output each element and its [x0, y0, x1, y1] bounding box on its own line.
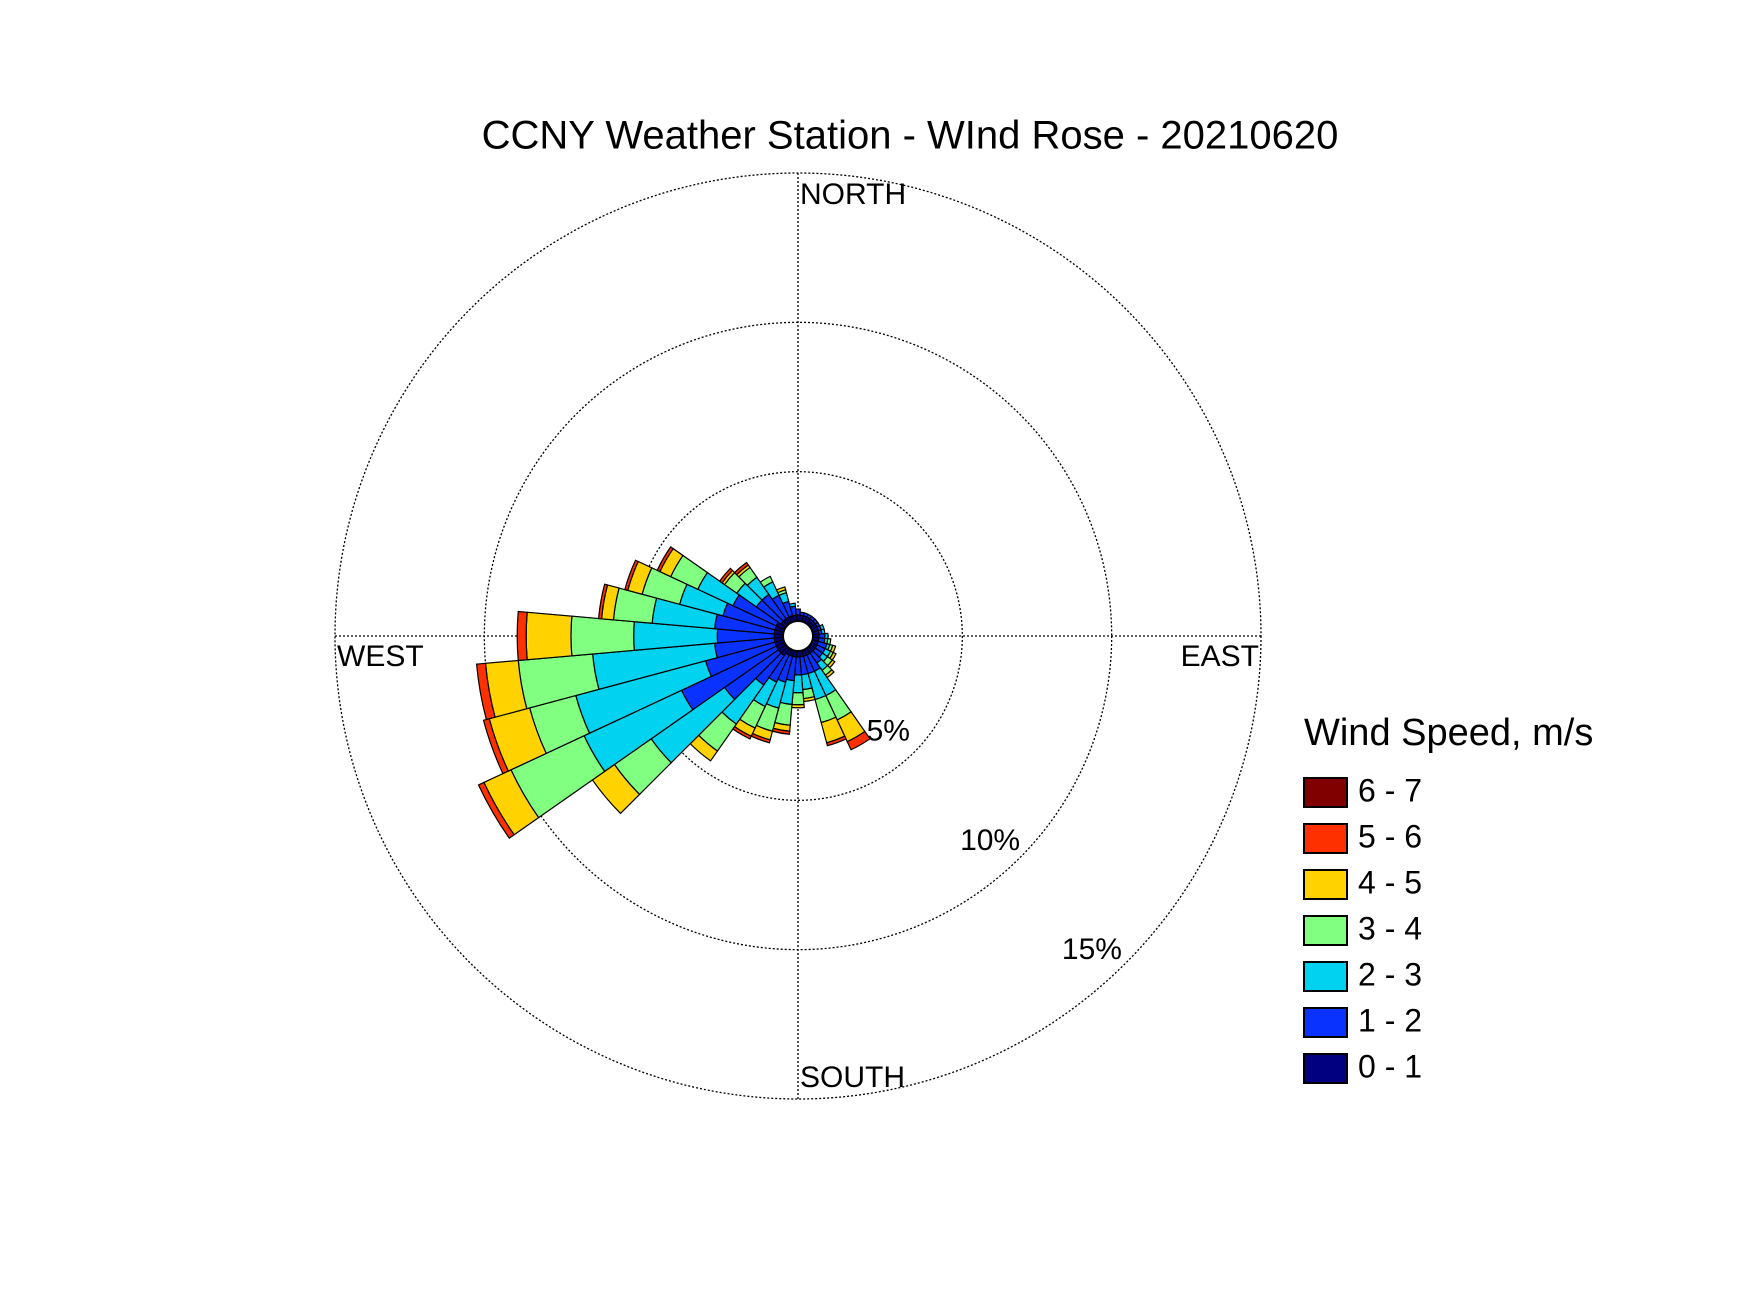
- legend-label: 6 - 7: [1358, 772, 1422, 808]
- wind-segment: [791, 703, 805, 709]
- chart-title: CCNY Weather Station - WInd Rose - 20210…: [482, 114, 1339, 158]
- west-label: WEST: [337, 640, 424, 673]
- legend-swatch: [1303, 777, 1348, 808]
- r-tick-label: 10%: [960, 824, 1020, 857]
- wind-segment: [825, 735, 847, 747]
- wind-segment: [656, 546, 675, 573]
- wind-segment: [733, 561, 750, 576]
- wind-segment: [775, 586, 787, 594]
- wind-segment: [570, 615, 635, 657]
- legend-label: 5 - 6: [1358, 818, 1422, 854]
- legend-label: 3 - 4: [1358, 910, 1422, 946]
- legend-label: 1 - 2: [1358, 1002, 1422, 1038]
- center-hole: [782, 620, 814, 652]
- wind-segment: [791, 691, 805, 706]
- wind-segment: [846, 730, 871, 751]
- grid-ring: [483, 321, 1113, 951]
- wind-segment: [624, 559, 640, 592]
- r-tick-label: 15%: [1062, 933, 1122, 966]
- legend-swatch: [1303, 1007, 1348, 1038]
- legend-swatch: [1303, 961, 1348, 992]
- legend-swatch: [1303, 1053, 1348, 1084]
- legend-label: 2 - 3: [1358, 956, 1422, 992]
- south-label: SOUTH: [800, 1061, 905, 1094]
- r-tick-label: 5%: [867, 715, 910, 748]
- legend-label: 4 - 5: [1358, 864, 1422, 900]
- wind-segment: [597, 583, 609, 620]
- wind-segment: [477, 781, 515, 840]
- wind-segment: [475, 662, 496, 721]
- wind-segment: [788, 602, 797, 608]
- legend-swatch: [1303, 823, 1348, 854]
- legend-swatch: [1303, 869, 1348, 900]
- north-label: NORTH: [800, 178, 906, 211]
- wind-segment: [759, 575, 774, 588]
- wind-segment: [525, 611, 573, 661]
- legend-label: 0 - 1: [1358, 1048, 1422, 1084]
- legend-swatch: [1303, 915, 1348, 946]
- wind-segment: [482, 717, 510, 775]
- legend-title: Wind Speed, m/s: [1304, 712, 1593, 754]
- wind-segment: [718, 567, 734, 584]
- grid-ring: [334, 172, 1262, 1100]
- east-label: EAST: [1181, 640, 1259, 673]
- wind-segment: [516, 610, 528, 662]
